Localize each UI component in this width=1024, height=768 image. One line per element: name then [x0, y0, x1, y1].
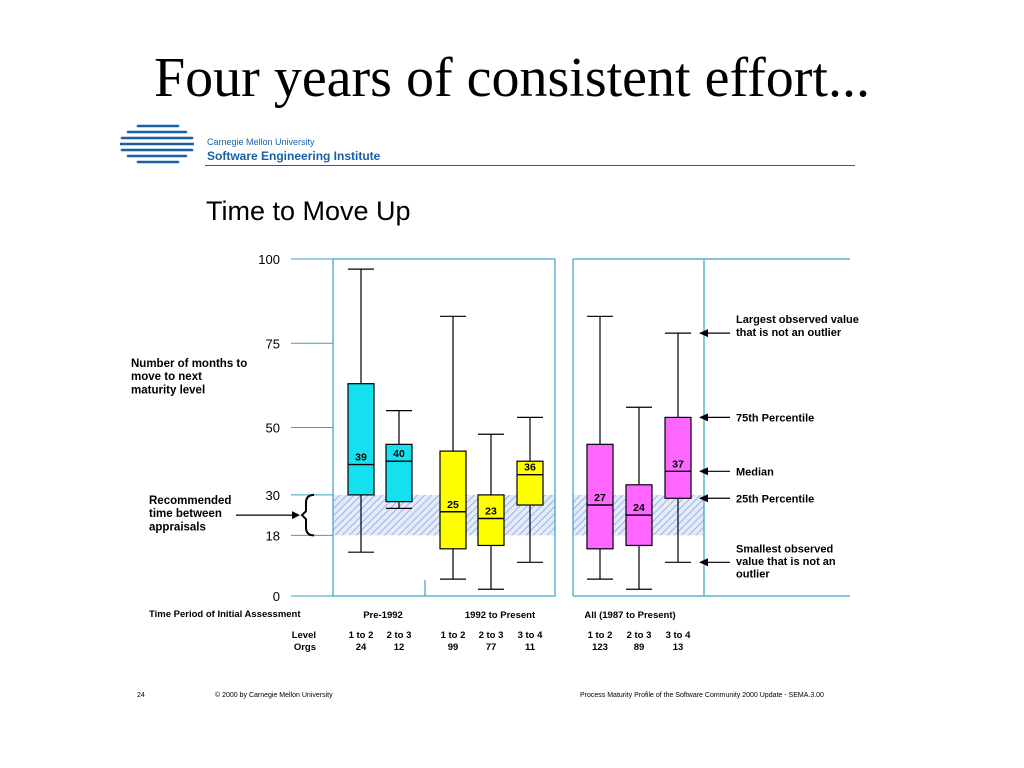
brace-arrow-head [292, 511, 300, 520]
source-text: Process Maturity Profile of the Software… [580, 692, 824, 699]
legend-annotation: Median [736, 466, 774, 478]
group-label: 1992 to Present [465, 610, 536, 621]
recommended-label: appraisals [149, 521, 206, 533]
brace-icon [300, 493, 315, 537]
y-tick-label: 30 [266, 488, 280, 503]
orgs-value: 123 [592, 642, 608, 653]
box-iqr [385, 443, 413, 503]
legend-annotation: Smallest observed [736, 543, 833, 555]
box-median-label: 25 [447, 499, 459, 511]
x-axis-title: Time Period of Initial Assessment [149, 609, 301, 620]
box-median-label: 27 [594, 492, 606, 504]
y-tick-label: 75 [266, 336, 280, 351]
level-value: 3 to 4 [518, 630, 544, 641]
box-iqr [477, 494, 505, 547]
orgs-value: 11 [525, 642, 536, 653]
y-tick-label: 50 [266, 421, 280, 436]
chart-title: Time to Move Up [206, 196, 411, 226]
y-axis-title: move to next [131, 371, 202, 383]
orgs-value: 24 [356, 642, 367, 653]
group-label: All (1987 to Present) [584, 610, 675, 621]
y-tick-label: 100 [258, 252, 280, 267]
y-tick-label: 0 [273, 589, 280, 604]
orgs-value: 77 [486, 642, 497, 653]
box-iqr [664, 416, 692, 499]
legend-annotation: outlier [736, 569, 770, 581]
recommended-label: Recommended [149, 495, 231, 507]
level-value: 3 to 4 [666, 630, 692, 641]
legend-annotation: 25th Percentile [736, 493, 814, 505]
level-value: 2 to 3 [627, 630, 652, 641]
orgs-value: 89 [634, 642, 645, 653]
box-median-label: 40 [393, 448, 405, 460]
legend-annotation: Largest observed value [736, 314, 859, 326]
row-label-orgs: Orgs [294, 642, 316, 653]
legend-arrow-head [699, 558, 708, 567]
panel-frame [332, 258, 556, 597]
y-axis-title: maturity level [131, 384, 205, 396]
level-value: 2 to 3 [479, 630, 504, 641]
legend-arrow-head [699, 413, 708, 422]
box-iqr [516, 460, 544, 506]
box-median-label: 37 [672, 458, 684, 470]
legend-arrow-head [699, 494, 708, 503]
box-median-label: 39 [355, 452, 367, 464]
level-value: 1 to 2 [349, 630, 374, 641]
box-median-label: 23 [485, 505, 497, 517]
slide-title: Four years of consistent effort... [154, 47, 870, 109]
recommended-label: time between [149, 508, 222, 520]
y-axis-title: Number of months to [131, 358, 247, 370]
level-value: 2 to 3 [387, 630, 412, 641]
y-tick-label: 18 [266, 528, 280, 543]
orgs-value: 99 [448, 642, 459, 653]
legend-arrow-head [699, 467, 708, 476]
orgs-value: 13 [673, 642, 684, 653]
box-iqr [586, 443, 614, 550]
page-number: 24 [137, 692, 145, 699]
box-iqr [439, 450, 467, 550]
legend-annotation: value that is not an [736, 556, 836, 568]
orgs-value: 12 [394, 642, 405, 653]
level-value: 1 to 2 [441, 630, 466, 641]
header-rule [205, 165, 855, 166]
group-label: Pre-1992 [363, 610, 403, 621]
legend-annotation: that is not an outlier [736, 327, 842, 339]
legend-arrow-head [699, 329, 708, 338]
level-value: 1 to 2 [588, 630, 613, 641]
legend-annotation: 75th Percentile [736, 412, 814, 424]
org-line-university: Carnegie Mellon University [207, 137, 315, 147]
box-iqr [347, 383, 375, 496]
copyright-text: © 2000 by Carnegie Mellon University [215, 692, 333, 699]
box-median-label: 24 [633, 502, 645, 514]
org-line-institute: Software Engineering Institute [207, 149, 381, 163]
row-label-level: Level [292, 630, 316, 641]
sei-logo-icon [118, 122, 196, 173]
box-median-label: 36 [524, 462, 536, 474]
